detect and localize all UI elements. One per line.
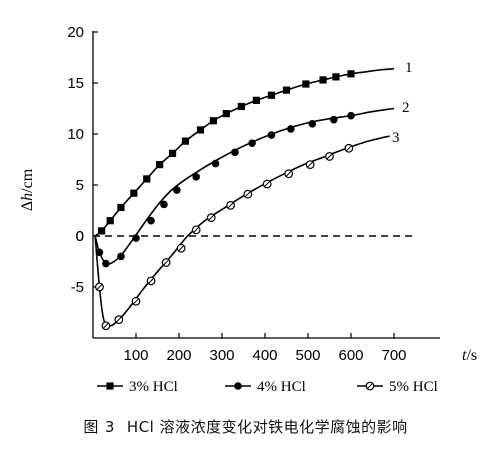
- data-point: [325, 152, 334, 161]
- data-point: [330, 115, 338, 124]
- y-tick-label: 15: [67, 75, 84, 92]
- x-tick-label: 200: [166, 347, 191, 364]
- data-point: [117, 203, 125, 212]
- data-point: [209, 117, 217, 125]
- data-point: [347, 111, 355, 120]
- x-axis-title: t/s: [462, 347, 477, 364]
- data-point: [319, 76, 327, 84]
- data-point: [252, 96, 260, 104]
- legend-item: 4% HCl: [225, 379, 306, 395]
- data-point: [231, 148, 239, 157]
- x-tick-label: 400: [252, 347, 277, 364]
- x-tick-label: 300: [209, 347, 234, 364]
- y-tick-label: -5: [71, 279, 84, 296]
- caption-number: 3: [104, 418, 115, 436]
- data-point: [130, 189, 138, 197]
- data-point: [192, 173, 200, 181]
- data-point: [196, 126, 205, 134]
- data-point: [117, 252, 125, 261]
- data-point: [102, 259, 110, 268]
- data-point: [284, 169, 294, 179]
- legend-label: 3% HCl: [129, 379, 178, 395]
- data-point: [243, 189, 253, 199]
- y-tick-label: 20: [67, 24, 84, 41]
- data-point: [176, 243, 186, 253]
- data-point: [302, 80, 310, 88]
- legend-label: 5% HCl: [389, 379, 438, 395]
- data-point: [347, 70, 355, 78]
- x-tick-label: 700: [381, 347, 406, 364]
- data-point: [287, 125, 295, 133]
- legend-item: 3% HCl: [97, 379, 178, 395]
- series-1: [94, 67, 395, 237]
- data-point: [262, 179, 272, 189]
- data-point: [332, 73, 340, 81]
- data-point: [114, 315, 124, 325]
- series-layer: [94, 67, 395, 331]
- data-point: [344, 143, 354, 153]
- legend: 3% HCl 4% HCl 5% HCl: [97, 379, 438, 395]
- data-point: [168, 149, 177, 157]
- data-point: [211, 159, 220, 168]
- curve-label: 2: [402, 100, 410, 116]
- data-point: [98, 227, 106, 235]
- series-3: [94, 135, 390, 331]
- y-axis-title: Δh/cm: [19, 168, 36, 211]
- y-tick-label: 0: [76, 228, 84, 245]
- legend-marker: [234, 382, 242, 390]
- data-point: [305, 160, 315, 170]
- data-point: [101, 321, 111, 331]
- data-point: [191, 225, 201, 235]
- data-point: [226, 200, 236, 210]
- series-line: [94, 107, 395, 266]
- data-point: [282, 86, 291, 94]
- data-point: [147, 216, 155, 225]
- data-point: [146, 276, 156, 286]
- data-point: [206, 213, 216, 223]
- data-point: [143, 175, 151, 183]
- caption-text: HCl 溶液浓度变化对铁电化学腐蚀的影响: [126, 418, 408, 436]
- legend-marker: [106, 382, 114, 390]
- data-point: [106, 217, 114, 225]
- legend-marker: [365, 381, 375, 391]
- series-2: [94, 107, 395, 268]
- x-tick-label: 600: [338, 347, 363, 364]
- y-tick-label: 10: [67, 126, 84, 143]
- x-tick-label: 100: [123, 347, 148, 364]
- caption-prefix: 图: [83, 418, 99, 436]
- legend-item: 5% HCl: [357, 379, 438, 395]
- data-point: [173, 186, 181, 194]
- x-tick-label: 500: [295, 347, 320, 364]
- y-tick-label: 5: [76, 177, 84, 194]
- y-tick-label: 0: [76, 228, 84, 245]
- curve-label: 3: [392, 130, 400, 146]
- data-point: [181, 137, 190, 145]
- data-point: [156, 161, 164, 169]
- data-point: [222, 110, 230, 118]
- data-point: [161, 258, 171, 267]
- legend-label: 4% HCl: [257, 379, 306, 395]
- data-point: [132, 234, 140, 242]
- data-point: [131, 296, 141, 306]
- labels-layer: 1 23: [392, 60, 413, 146]
- data-point: [237, 102, 245, 111]
- data-point: [267, 131, 276, 139]
- figure-caption: 图 3 HCl 溶液浓度变化对铁电化学腐蚀的影响: [0, 416, 491, 437]
- data-point: [308, 120, 317, 128]
- data-point: [267, 91, 276, 99]
- data-point: [95, 248, 104, 257]
- data-point: [248, 139, 256, 147]
- curve-label: 1: [405, 60, 413, 76]
- data-point: [160, 200, 168, 209]
- data-point: [95, 282, 104, 292]
